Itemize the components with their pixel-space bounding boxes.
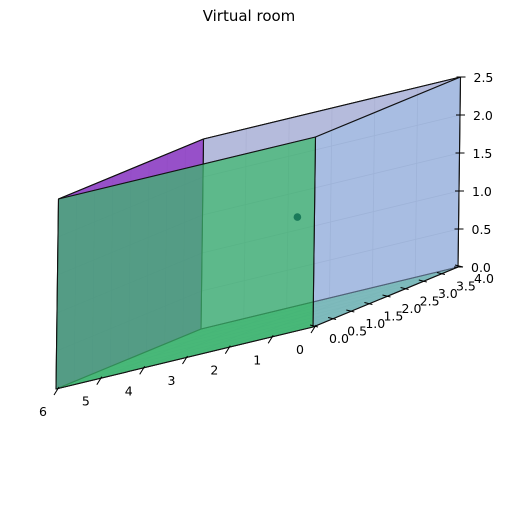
y-tick — [418, 279, 427, 283]
room-faces — [55, 76, 462, 390]
chart-title: Virtual room — [203, 7, 296, 25]
z-axis-tick-labels: 0.0 0.5 1.0 1.5 2.0 2.5 — [471, 70, 493, 275]
y-tick — [436, 272, 446, 275]
x-tick-label: 0 — [296, 342, 304, 357]
x-tick — [224, 345, 231, 354]
x-axis-tick-labels: 0 1 2 3 4 5 6 — [39, 342, 304, 419]
x-tick-label: 5 — [82, 394, 90, 409]
z-tick-label: 0.0 — [471, 260, 491, 275]
y-tick — [309, 324, 319, 328]
x-tick — [267, 335, 274, 344]
x-tick-label: 2 — [210, 363, 218, 378]
y-tick-label: 4.0 — [474, 271, 494, 286]
x-tick-label: 3 — [168, 373, 176, 388]
point-source — [293, 213, 302, 221]
z-tick-label: 2.5 — [474, 70, 494, 85]
y-tick-label: 3.0 — [438, 286, 458, 301]
x-tick — [182, 355, 188, 365]
y-tick-label: 2.0 — [402, 301, 422, 316]
z-tick-label: 1.5 — [473, 146, 493, 161]
y-tick-label: 0.0 — [329, 331, 349, 346]
axis-ticks — [53, 76, 466, 396]
z-tick-label: 1.0 — [472, 184, 492, 199]
x-tick-label: 1 — [253, 352, 261, 367]
x-tick — [139, 366, 146, 375]
face-front-wall — [55, 136, 317, 390]
y-tick — [382, 294, 391, 298]
room-points — [293, 213, 302, 221]
x-tick-label: 6 — [39, 404, 47, 419]
y-tick — [346, 309, 355, 313]
y-tick — [327, 317, 337, 320]
y-tick-label: 0.5 — [347, 324, 367, 339]
x-tick — [96, 376, 103, 385]
y-tick — [364, 302, 373, 305]
x-tick — [53, 386, 60, 396]
y-tick-label: 2.5 — [420, 294, 440, 309]
x-tick-label: 4 — [125, 383, 133, 398]
y-tick-label: 1.0 — [365, 316, 385, 331]
y-tick-label: 3.5 — [456, 279, 476, 294]
y-tick-label: 1.5 — [383, 309, 403, 324]
z-tick-label: 0.5 — [472, 222, 492, 237]
y-axis-tick-labels: 0.00.51.01.52.02.53.03.54.0 — [329, 271, 494, 346]
z-tick-label: 2.0 — [473, 108, 493, 123]
y-tick — [400, 287, 409, 290]
